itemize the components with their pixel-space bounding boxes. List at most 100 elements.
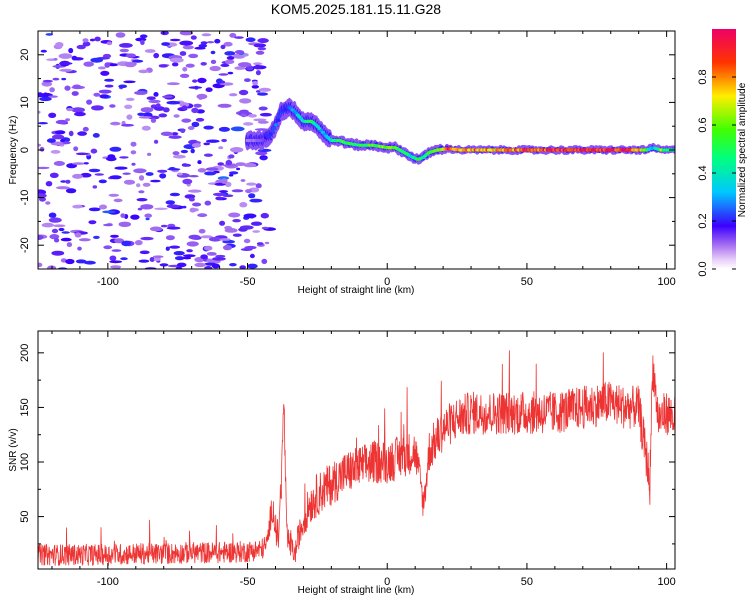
spectrogram-noise-cell (169, 38, 181, 42)
spectrogram-noise-cell (159, 173, 167, 179)
colorbar-gradient (712, 29, 736, 269)
snr-xtick-label: 50 (521, 576, 533, 588)
spectrogram-noise-cell (203, 142, 211, 146)
spectrogram-noise-cell (166, 82, 180, 86)
spectrogram-noise-cell (45, 33, 54, 36)
spectrogram-noise-cell (212, 192, 226, 197)
spectrogram-noise-cell (75, 259, 87, 264)
colorbar-ticks: 0.0 0.2 0.4 0.6 0.8 (697, 69, 736, 277)
spectrogram-noise-cell (203, 125, 214, 130)
spectrogram-noise-cell (103, 223, 113, 227)
spectrogram-noise-cell (259, 112, 272, 117)
spectrogram-noise-cell (243, 238, 251, 244)
spectrogram-noise-cell (257, 38, 269, 44)
spectrogram-noise-cell (245, 189, 252, 194)
spectrogram-noise-cell (243, 213, 257, 219)
spectrogram-noise-cell (179, 51, 187, 56)
spectrogram-noise-cell (258, 106, 268, 111)
spectrogram-noise-cell (224, 59, 235, 64)
spectrogram-noise-cell (48, 112, 57, 119)
spectrogram-noise-cell (146, 96, 156, 100)
spectrogram-noise-cell (49, 87, 55, 93)
spectrogram-noise-cell (134, 240, 143, 246)
spectrogram-noise-cell (48, 212, 57, 218)
spectrogram-noise-cell (72, 162, 86, 165)
spectrogram-noise-cell (138, 190, 145, 194)
spectrogram-noise-cell (173, 154, 186, 159)
spectrogram-noise-cell (215, 254, 226, 258)
spectrogram-noise-cell (188, 234, 201, 240)
spectrogram-noise-cell (195, 117, 205, 122)
spectrogram-noise-cell (213, 84, 225, 88)
spectrogram-noise-cell (138, 259, 150, 263)
spectrogram-noise-cell (103, 245, 113, 250)
spectrogram-noise-cell (196, 93, 208, 100)
spectrogram-noise-cell (130, 150, 137, 155)
spectrogram-xtick-label: -100 (97, 276, 119, 288)
spectrogram-noise-cell (166, 226, 181, 230)
spectrogram-noise-cell (125, 53, 136, 58)
spectrogram-noise-cell (60, 180, 67, 183)
spectrogram-ylabel: Frequency (Hz) (8, 116, 19, 185)
spectrogram-noise-cell (248, 193, 256, 199)
spectrogram-noise-cell (190, 148, 195, 154)
spectrogram-noise-cell (154, 106, 166, 111)
spectrogram-noise-cell (53, 58, 58, 61)
spectrogram-noise-cell (255, 50, 265, 55)
spectrogram-noise-cell (173, 251, 185, 256)
spectrogram-noise-cell (50, 150, 61, 154)
spectrogram-noise-cell (38, 122, 48, 125)
snr-ylabel: SNR (v/v) (8, 428, 19, 471)
spectrogram-noise-cell (66, 242, 73, 248)
spectrogram-ytick-label: -20 (19, 237, 31, 253)
spectrogram-noise-cell (160, 31, 169, 36)
spectrogram-noise-cell (83, 162, 89, 165)
spectrogram-noise-cell (114, 238, 125, 244)
spectrogram-noise-cell (208, 237, 222, 242)
spectrogram-noise-cell (244, 78, 251, 82)
spectrogram-noise-cell (231, 189, 244, 193)
spectrogram-noise-cell (228, 154, 235, 159)
spectrogram-noise-cell (162, 95, 173, 99)
spectrogram-ridge-core (274, 123, 278, 127)
spectrogram-noise-cell (136, 198, 148, 202)
spectrogram-noise-cell (83, 260, 96, 265)
spectrogram-noise-cell (150, 179, 161, 183)
spectrogram-noise-cell (90, 148, 98, 154)
spectrogram-noise-cell (123, 80, 136, 84)
spectrogram-noise-cell (119, 48, 129, 53)
spectrogram-noise-cell (132, 59, 144, 63)
spectrogram-noise-cell (234, 36, 244, 39)
spectrogram-noise-cell (198, 228, 206, 234)
spectrogram-noise-cell (182, 254, 196, 258)
spectrogram-noise-cell (191, 121, 200, 128)
spectrogram-noise-cell (238, 89, 249, 96)
spectrogram-noise-cell (187, 189, 202, 193)
spectrogram-noise-cell (39, 96, 52, 102)
colorbar-tick-label: 0.2 (697, 213, 709, 228)
spectrogram-noise-cell (66, 107, 74, 112)
spectrogram-noise-cell (218, 73, 229, 76)
spectrogram-noise-cell (191, 107, 199, 114)
spectrogram-noise-cell (109, 146, 122, 152)
snr-line (38, 350, 675, 566)
spectrogram-noise-cell (158, 113, 168, 118)
spectrogram-noise-cell (258, 87, 271, 92)
spectrogram-noise-cell (197, 77, 207, 84)
spectrogram-noise-cell (110, 265, 122, 269)
spectrogram-noise-cell (77, 246, 82, 251)
spectrogram-noise-cell (245, 37, 256, 42)
spectrogram-noise-cell (104, 78, 115, 82)
spectrogram-noise-cell (235, 162, 246, 167)
spectrogram-ytick-label: 10 (19, 96, 31, 108)
snr-frame (37, 330, 676, 570)
spectrogram-noise-cell (174, 256, 185, 261)
spectrogram-noise-cell (88, 207, 101, 212)
spectrogram-noise-cell (108, 193, 120, 197)
spectrogram-noise-cell (118, 221, 132, 227)
spectrogram-noise-cell (89, 38, 96, 42)
spectrogram-noise-cell (257, 92, 268, 96)
spectrogram-noise-cell (65, 179, 71, 184)
spectrogram-noise-cell (264, 241, 270, 245)
snr-ytick-label: 200 (19, 344, 31, 362)
